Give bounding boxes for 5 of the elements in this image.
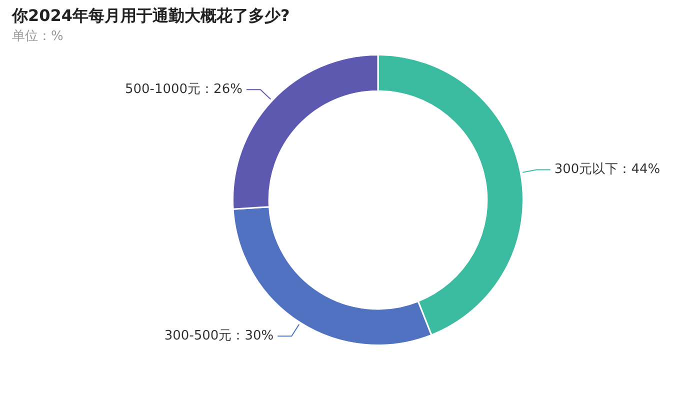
- slice-label: 300元以下：44%: [554, 162, 660, 178]
- slice-label: 500-1000元：26%: [124, 82, 242, 97]
- slice-label: 300-500元：30%: [164, 328, 274, 344]
- chart-subtitle: 单位：%: [12, 28, 64, 46]
- chart-title: 你2024年每月用于通勤大概花了多少?: [12, 6, 291, 26]
